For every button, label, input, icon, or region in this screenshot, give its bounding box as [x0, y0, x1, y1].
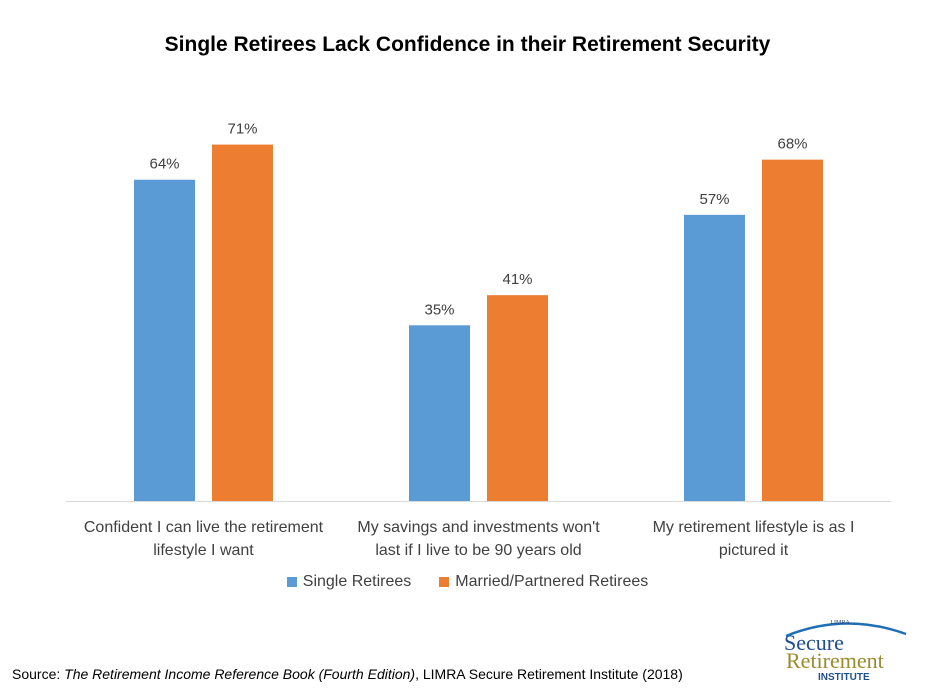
source-note: Source: The Retirement Income Reference …	[12, 666, 683, 682]
logo-org-text: LIMRA	[830, 620, 850, 626]
limra-sri-logo: LIMRA Secure Retirement INSTITUTE	[784, 620, 907, 683]
data-label-single-2: 35%	[424, 301, 454, 318]
source-book-title: The Retirement Income Reference Book (Fo…	[64, 666, 416, 682]
category-label-2-line-1: My savings and investments won't	[357, 519, 600, 536]
bar-single-2	[409, 325, 470, 501]
category-label-2: My savings and investments won't last if…	[341, 516, 616, 562]
legend-label-single: Single Retirees	[302, 573, 412, 590]
category-label-2-line-2: last if I live to be 90 years old	[375, 542, 582, 559]
data-label-married-2: 41%	[502, 271, 532, 288]
bar-married-3	[762, 159, 823, 501]
legend-label-married: Married/Partnered Retirees	[455, 573, 649, 590]
bar-chart: 64% 71% 35% 41% 57% 68%	[66, 121, 891, 502]
bar-married-1	[212, 144, 273, 501]
bar-single-1	[134, 179, 195, 501]
logo-line1-text: Secure	[784, 630, 844, 655]
category-label-3-line-1: My retirement lifestyle is as I	[652, 519, 855, 536]
category-label-1-line-1: Confident I can live the retirement	[83, 519, 324, 536]
legend-item-single: Single Retirees	[286, 573, 412, 591]
data-label-single-3: 57%	[699, 191, 729, 208]
legend-swatch-married	[439, 577, 450, 587]
legend: Single Retirees Married/Partnered Retire…	[0, 573, 935, 591]
bar-single-3	[684, 214, 745, 502]
legend-item-married: Married/Partnered Retirees	[439, 573, 648, 591]
source-prefix: Source:	[12, 666, 65, 682]
data-label-single-1: 64%	[149, 156, 179, 173]
category-label-3-line-2: pictured it	[718, 542, 789, 559]
logo-line3-text: INSTITUTE	[818, 672, 870, 683]
legend-swatch-single	[286, 577, 297, 587]
source-suffix: , LIMRA Secure Retirement Institute (201…	[415, 666, 683, 682]
data-label-married-3: 68%	[777, 136, 807, 153]
category-label-1: Confident I can live the retirement life…	[66, 516, 341, 562]
category-label-3: My retirement lifestyle is as I pictured…	[616, 516, 891, 562]
category-label-1-line-2: lifestyle I want	[153, 542, 254, 559]
logo-line2-text: Retirement	[786, 648, 884, 673]
chart-title: Single Retirees Lack Confidence in their…	[164, 33, 771, 56]
bar-married-2	[487, 295, 548, 501]
data-label-married-1: 71%	[227, 121, 257, 138]
logo-arc	[785, 622, 907, 638]
